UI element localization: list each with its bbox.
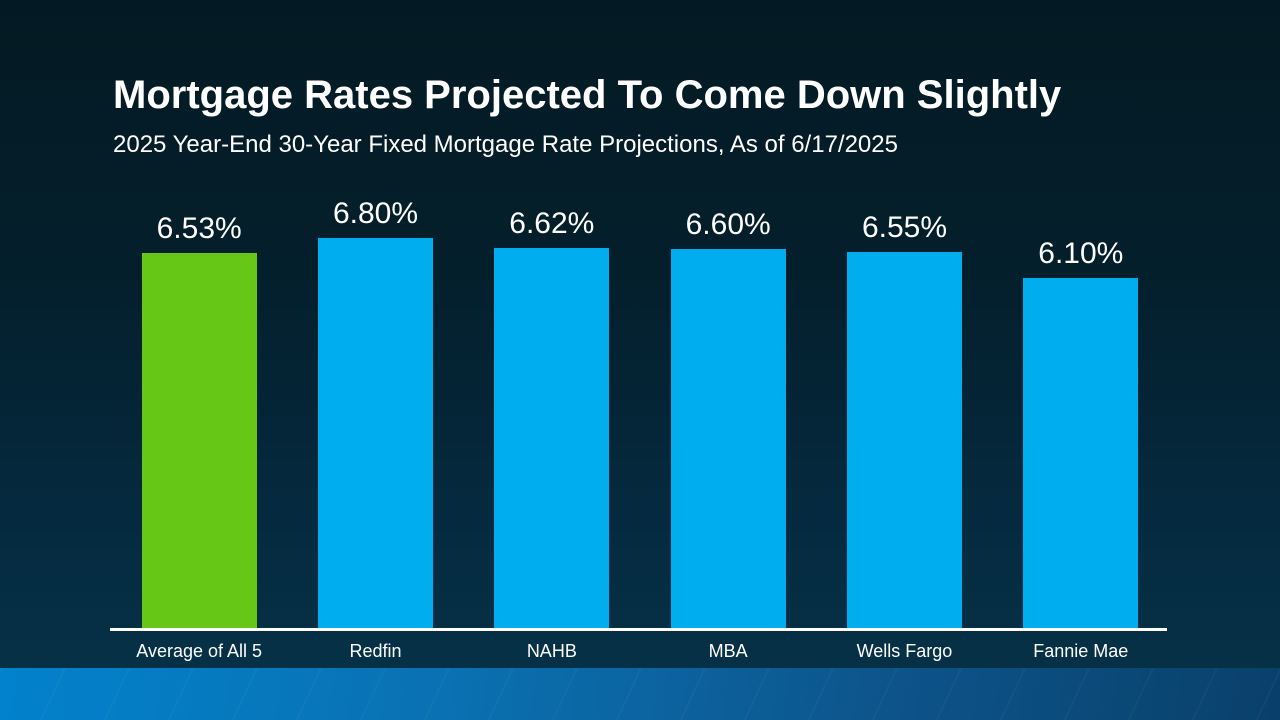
x-axis-label: Redfin bbox=[349, 641, 402, 661]
bar-wells-fargo bbox=[846, 252, 962, 628]
bar-average-of-all-5 bbox=[141, 253, 257, 628]
bar-column: 6.53% bbox=[111, 186, 287, 628]
bar-column: 6.60% bbox=[640, 186, 816, 628]
bar-value-label: 6.80% bbox=[332, 197, 419, 230]
page-subtitle: 2025 Year-End 30-Year Fixed Mortgage Rat… bbox=[113, 131, 898, 158]
page-title: Mortgage Rates Projected To Come Down Sl… bbox=[113, 72, 1062, 117]
x-axis-label: NAHB bbox=[526, 641, 577, 661]
x-axis-label: Wells Fargo bbox=[856, 641, 953, 661]
bar-fannie-mae bbox=[1023, 278, 1139, 628]
footer-gradient-band bbox=[0, 668, 1280, 720]
bar-value-label: 6.55% bbox=[861, 211, 948, 244]
bar-chart-plot-area: 6.53% 6.80% 6.62% 6.60% 6.55% 6.10% bbox=[111, 186, 1169, 628]
bar-column: 6.55% bbox=[816, 186, 992, 628]
x-axis-label: MBA bbox=[708, 641, 748, 661]
bar-column: 6.10% bbox=[993, 186, 1169, 628]
bar-column: 6.80% bbox=[287, 186, 463, 628]
x-axis-label: Fannie Mae bbox=[1033, 641, 1129, 661]
bar-mba bbox=[670, 249, 786, 628]
x-axis-labels: Average of All 5 Redfin NAHB MBA Wells Fargo… bbox=[111, 640, 1169, 662]
x-axis-line bbox=[110, 628, 1167, 631]
bar-value-label: 6.62% bbox=[509, 207, 595, 240]
bar-value-label: 6.53% bbox=[156, 212, 242, 245]
bar-column: 6.62% bbox=[464, 186, 640, 628]
bar-value-label: 6.10% bbox=[1038, 237, 1124, 270]
x-axis-label: Average of All 5 bbox=[136, 641, 263, 661]
bar-redfin bbox=[317, 238, 433, 628]
bar-nahb bbox=[494, 248, 610, 628]
bar-value-label: 6.60% bbox=[685, 208, 771, 241]
